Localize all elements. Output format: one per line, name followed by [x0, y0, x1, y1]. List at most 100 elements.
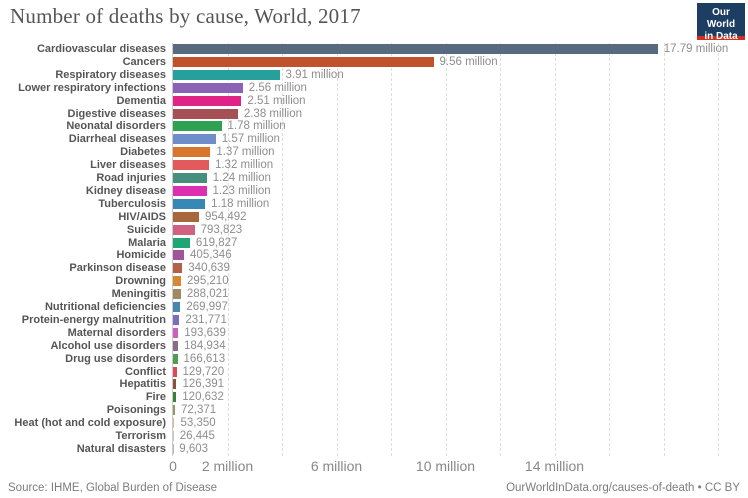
category-label: Parkinson disease	[69, 262, 166, 275]
bar[interactable]	[173, 82, 243, 93]
footer: Source: IHME, Global Burden of Disease O…	[8, 482, 740, 494]
gridline	[554, 43, 556, 456]
category-label: Tuberculosis	[98, 197, 166, 210]
bar-row: Malaria 619,827	[0, 237, 748, 250]
bar[interactable]	[173, 185, 207, 196]
value-label: 405,346	[190, 249, 232, 262]
value-label: 288,021	[186, 288, 229, 301]
bar[interactable]	[173, 314, 180, 325]
bar[interactable]	[173, 366, 177, 377]
gridline	[227, 43, 229, 456]
bar-row: Nutritional deficiencies 269,997	[0, 301, 748, 314]
value-label: 1.32 million	[214, 159, 274, 172]
bar[interactable]	[173, 95, 242, 106]
bar[interactable]	[173, 147, 211, 158]
bar[interactable]	[173, 392, 177, 403]
bar-row: Road injuries 1.24 million	[0, 172, 748, 185]
bar-row: Meningitis 288,021	[0, 288, 748, 301]
category-label: Neonatal disorders	[66, 120, 166, 133]
gridline	[663, 43, 665, 456]
value-label: 9.56 million	[439, 55, 498, 68]
bar[interactable]	[173, 134, 216, 145]
bar-row: Lower respiratory infections 2.56 million	[0, 82, 748, 95]
bar[interactable]	[173, 276, 182, 287]
bar[interactable]	[173, 108, 238, 119]
bar[interactable]	[173, 340, 179, 351]
category-label: Drug use disorders	[65, 352, 166, 365]
category-label: Heat (hot and cold exposure)	[14, 417, 166, 430]
value-label: 1.18 million	[211, 197, 270, 210]
attribution-link[interactable]: OurWorldInData.org/causes-of-death • CC …	[506, 482, 740, 494]
value-label: 53,350	[180, 417, 216, 430]
value-label: 1.23 million	[212, 184, 271, 197]
bar[interactable]	[173, 263, 183, 274]
value-label: 120,632	[182, 391, 224, 404]
category-label: Road injuries	[96, 172, 166, 184]
value-label: 72,371	[180, 404, 217, 417]
category-label: Cardiovascular diseases	[36, 43, 166, 55]
category-label: Liver diseases	[90, 159, 166, 172]
value-label: 9,603	[179, 442, 209, 455]
bar[interactable]	[173, 237, 190, 248]
bar-row: Homicide 405,346	[0, 249, 748, 262]
bar[interactable]	[173, 44, 658, 54]
bar[interactable]	[173, 173, 207, 183]
value-label: 2.56 million	[248, 81, 307, 94]
value-label: 1.24 million	[212, 172, 271, 184]
bar-row: Terrorism 26,445	[0, 430, 748, 443]
bar[interactable]	[173, 289, 181, 300]
owid-logo[interactable]: Our World in Data	[697, 3, 745, 42]
bar[interactable]	[173, 250, 185, 261]
gridline	[500, 43, 501, 456]
bar[interactable]	[173, 353, 178, 364]
value-label: 1.78 million	[227, 120, 286, 133]
bar-row: Conflict 129,720	[0, 366, 748, 379]
value-label: 184,934	[184, 339, 226, 352]
bar[interactable]	[173, 121, 222, 132]
x-tick-label: 0	[169, 458, 177, 474]
gridline	[609, 43, 610, 456]
bar[interactable]	[173, 160, 209, 171]
bar[interactable]	[173, 443, 174, 454]
bar-row: Poisonings 72,371	[0, 404, 748, 417]
category-label: Homicide	[116, 249, 166, 262]
value-label: 193,639	[184, 326, 226, 339]
y-axis-line	[172, 43, 173, 456]
gridline	[336, 43, 338, 456]
bar-row: Natural disasters 9,603	[0, 443, 748, 456]
bar[interactable]	[173, 431, 174, 441]
owid-logo-line2: in Data	[704, 31, 738, 42]
category-label: Suicide	[126, 223, 166, 236]
category-label: Nutritional deficiencies	[44, 301, 166, 313]
category-label: Hepatitis	[119, 378, 166, 391]
bar[interactable]	[173, 379, 177, 390]
value-label: 166,613	[183, 352, 226, 365]
value-label: 17.79 million	[663, 43, 729, 55]
value-label: 954,492	[205, 210, 247, 223]
category-label: Conflict	[125, 365, 166, 378]
bar[interactable]	[173, 418, 175, 429]
bar[interactable]	[173, 327, 179, 338]
category-label: Natural disasters	[76, 442, 166, 455]
bar-row: Liver diseases 1.32 million	[0, 159, 748, 172]
value-label: 1.37 million	[216, 146, 275, 159]
x-tick-label: 6 million	[310, 458, 363, 474]
bar-row: Diabetes 1.37 million	[0, 146, 748, 159]
category-label: Fire	[145, 391, 166, 404]
category-label: Kidney disease	[85, 184, 166, 197]
bar[interactable]	[173, 69, 280, 80]
bar-row: Maternal disorders 193,639	[0, 327, 748, 340]
value-label: 231,771	[185, 313, 227, 326]
value-label: 793,823	[200, 223, 243, 236]
bar-row: Respiratory diseases 3.91 million	[0, 69, 748, 82]
bar[interactable]	[173, 405, 175, 416]
x-axis: 0 2 million 6 million 10 million 14 million	[0, 458, 748, 478]
gridline	[445, 43, 447, 456]
bar[interactable]	[173, 56, 434, 67]
gridline	[718, 43, 719, 456]
bar[interactable]	[173, 302, 181, 312]
bar[interactable]	[173, 224, 195, 235]
bar[interactable]	[173, 211, 199, 222]
bar[interactable]	[173, 198, 206, 209]
category-label: Protein-energy malnutrition	[21, 313, 166, 326]
